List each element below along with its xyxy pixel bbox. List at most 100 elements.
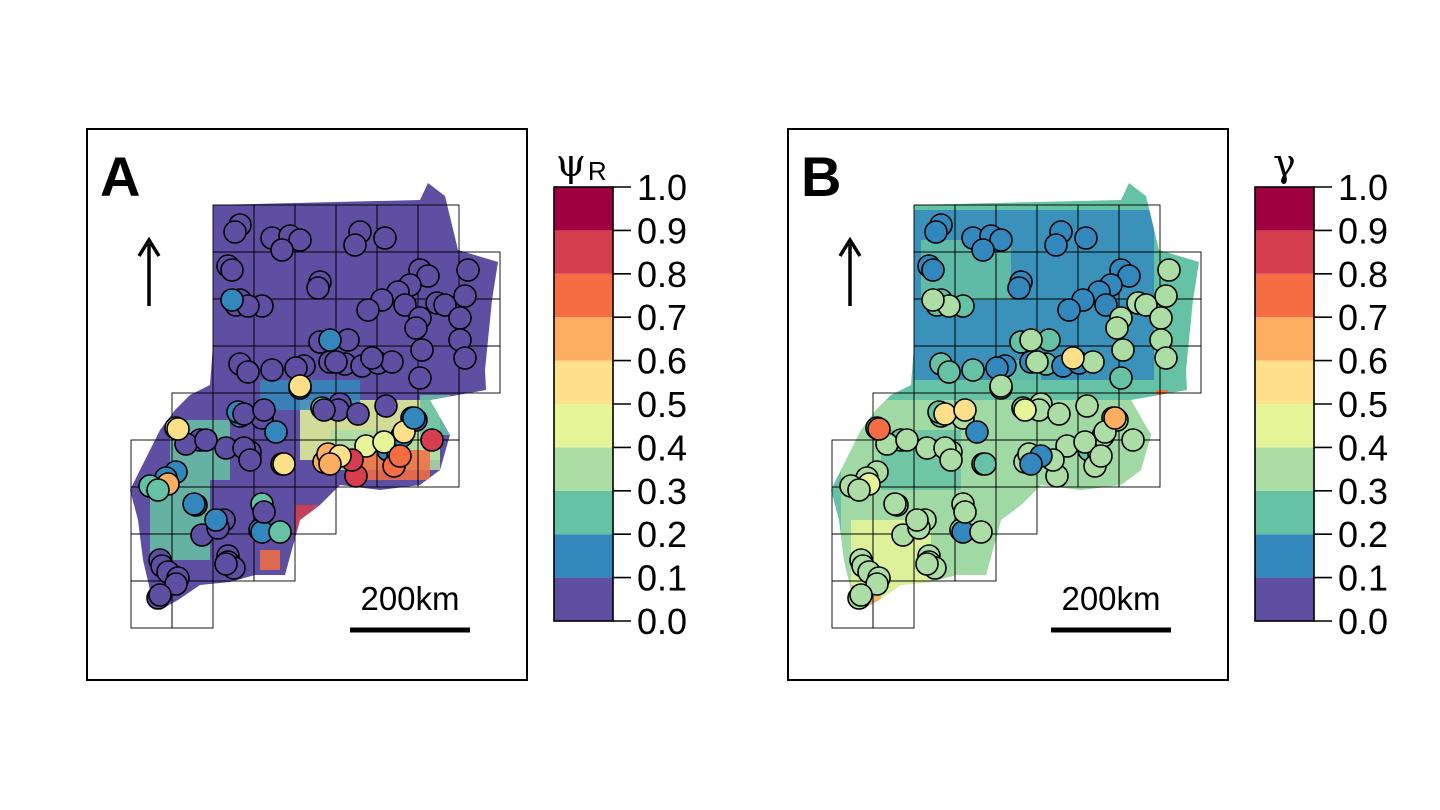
panel-b-survey-point [965, 420, 989, 444]
panel-a-legend-swatch [554, 187, 613, 231]
panel-a-survey-point [373, 226, 397, 250]
panel-b-survey-point [961, 358, 985, 382]
panel-b-survey-point [915, 552, 939, 576]
panel-a-legend-symbol: ψ [556, 141, 586, 185]
panel-b-survey-point [1075, 394, 1099, 418]
panel-b-survey-point [1007, 276, 1031, 300]
panel-b-legend-title: γ [1273, 141, 1296, 185]
panel-b-survey-point [1094, 293, 1118, 317]
panel-b-survey-point [1105, 316, 1129, 340]
panel-b-survey-point [1089, 444, 1113, 468]
panel-a-legend-tick-label: 0.9 [637, 210, 687, 251]
panel-a-survey-point [146, 478, 170, 502]
panel-b-legend-swatch [1255, 230, 1314, 274]
panel-b-legend: 0.00.10.20.30.40.50.60.70.80.91.0 [1254, 167, 1388, 642]
panel-a-legend-tick-label: 0.4 [637, 427, 687, 468]
panel-b-legend-swatch [1255, 317, 1314, 361]
panel-a-survey-point [448, 306, 472, 330]
panel-a-legend-tick-label: 0.5 [637, 384, 687, 425]
panel-b-survey-point [1074, 226, 1098, 250]
panel-b-survey-point [905, 508, 929, 532]
panel-a-legend-swatch [554, 447, 613, 491]
panel-b-survey-point [1047, 402, 1071, 426]
panel-b-survey-point [921, 258, 945, 282]
panel-b-scale-bar: 200km [1051, 580, 1171, 633]
panel-a-legend-subscript: R [588, 156, 607, 186]
panel-b-survey-point [1013, 398, 1037, 422]
panel-a-legend-tick-label: 0.1 [637, 558, 687, 599]
panel-b-survey-point [953, 398, 977, 422]
panel-a-survey-point [236, 360, 260, 384]
panel-b-survey-point [921, 288, 945, 312]
panel-a-survey-point [360, 346, 384, 370]
panel-a-raster-patch [295, 505, 325, 535]
panel-a-points [138, 213, 480, 610]
panel-b-survey-point [847, 478, 871, 502]
panel-b-legend-swatch [1255, 187, 1314, 231]
panel-a-survey-point [252, 398, 276, 422]
panel-b-legend-tick-label: 0.9 [1338, 210, 1388, 251]
panel-a-scale-bar: 200km [350, 580, 470, 633]
panel-a-legend-tick-label: 0.7 [637, 297, 687, 338]
panel-a-legend-swatch [554, 534, 613, 578]
panel-a-survey-point [393, 293, 417, 317]
panel-b-survey-point [971, 238, 995, 262]
panel-a-survey-point [288, 374, 312, 398]
panel-a-survey-point [346, 402, 370, 426]
panel-b-legend-tick-label: 1.0 [1338, 167, 1388, 208]
panel-b-survey-point [1157, 258, 1181, 282]
panel-b-legend-swatch [1255, 534, 1314, 578]
panel-a-survey-point [306, 276, 330, 300]
panel-a-legend-swatch [554, 360, 613, 404]
panel-a: A 200km 0.00.10.20.30.40.50.60.70.80.91.… [86, 128, 687, 681]
panel-a-survey-point [404, 316, 428, 340]
panel-b-survey-point [883, 492, 907, 516]
panel-b-survey-point [939, 448, 963, 472]
panel-a-survey-point [356, 298, 380, 322]
panel-a-survey-point [268, 520, 292, 544]
panel-a-survey-point [148, 583, 172, 607]
panel-a-survey-point [182, 492, 206, 516]
panel-b-survey-point [933, 402, 957, 426]
panel-b-survey-point [1121, 428, 1145, 452]
panel-a-survey-point [220, 258, 244, 282]
panel-b-legend-tick-label: 0.7 [1338, 297, 1388, 338]
panel-b-north-arrow-icon [838, 236, 862, 306]
panel-a-legend: 0.00.10.20.30.40.50.60.70.80.91.0 [553, 167, 687, 642]
panel-a-survey-point [214, 552, 238, 576]
panel-b-survey-point [1149, 306, 1173, 330]
panel-a-survey-point [204, 508, 228, 532]
panel-b-survey-point [895, 428, 919, 452]
panel-b-legend-swatch [1255, 404, 1314, 448]
panel-a-survey-point [453, 346, 477, 370]
panel-b-legend-swatch [1255, 490, 1314, 535]
panel-a-survey-point [433, 293, 457, 317]
panel-b-survey-point [865, 572, 889, 596]
panel-b-legend-tick-label: 0.6 [1338, 341, 1388, 382]
panel-a-survey-point [220, 288, 244, 312]
panel-a-survey-point [318, 328, 342, 352]
panel-b-survey-point [1019, 452, 1043, 476]
panel-a-survey-point [260, 358, 284, 382]
panel-a-survey-point [410, 338, 434, 362]
panel-b-survey-point [1019, 328, 1043, 352]
panel-b-survey-point [989, 228, 1013, 252]
panel-b-survey-point [989, 374, 1013, 398]
panel-b-survey-point [1061, 346, 1085, 370]
panel-a-survey-point [453, 284, 477, 308]
panel-b-legend-tick-label: 0.2 [1338, 514, 1388, 555]
panel-a-survey-point [194, 428, 218, 452]
panel-a-survey-point [372, 430, 396, 454]
panel-a-legend-tick-label: 0.2 [637, 514, 687, 555]
panel-b-survey-point [1154, 346, 1178, 370]
panel-b-survey-point [867, 417, 891, 441]
panel-b-grid-cell [995, 486, 1038, 535]
panel-a-survey-point [270, 238, 294, 262]
panel-a-survey-point [312, 398, 336, 422]
panel-b-legend-tick-label: 0.3 [1338, 471, 1388, 512]
panel-b-survey-point [1134, 293, 1158, 317]
panel-a-frame [86, 128, 528, 681]
panel-a-survey-point [164, 572, 188, 596]
panel-a-scale-label: 200km [360, 580, 459, 617]
panel-b-survey-point [1154, 284, 1178, 308]
